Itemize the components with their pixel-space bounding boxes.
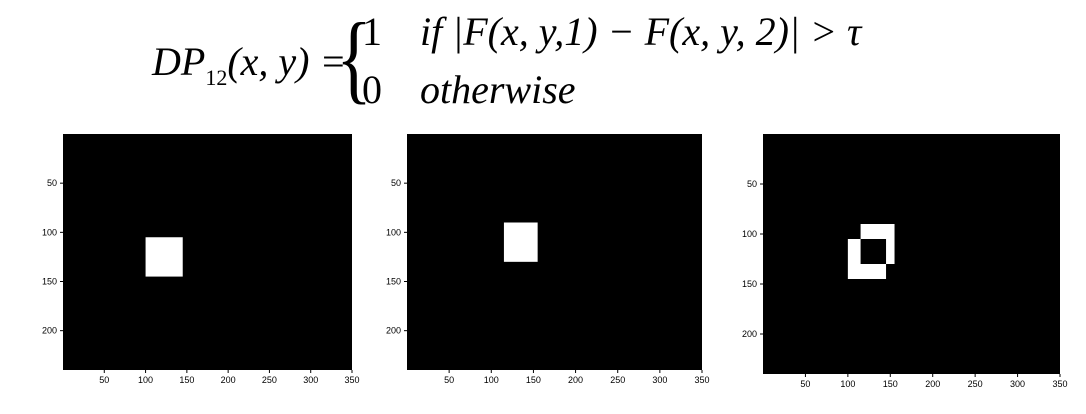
x-tick-label: 150 xyxy=(179,375,194,385)
formula-lhs: DP12(x, y) = xyxy=(152,38,347,90)
x-tick-label: 150 xyxy=(526,375,541,385)
x-tick-label: 100 xyxy=(840,379,855,389)
white-region xyxy=(503,222,538,262)
case-2-condition: otherwise xyxy=(420,67,576,112)
y-tick-label: 100 xyxy=(386,227,401,237)
y-tick-label: 100 xyxy=(742,229,757,239)
x-tick-label: 200 xyxy=(568,375,583,385)
case-1-condition: if |F(x, y,1) − F(x, y, 2)| > τ xyxy=(420,9,862,54)
formula-lhs-subscript: 12 xyxy=(205,65,228,90)
x-tick-label: 350 xyxy=(694,375,709,385)
formula-lhs-main: DP xyxy=(152,39,206,84)
image-background xyxy=(763,134,1060,374)
formula-lhs-args: (x, y) = xyxy=(227,39,347,84)
difference-panel: 50 100 150 200 250 300 350 50 100 150 200 xyxy=(742,134,1068,389)
x-tick-label: 350 xyxy=(344,375,359,385)
frame-panel-2: 50 100 150 200 250 300 350 50 100 150 200 xyxy=(386,134,710,385)
y-tick-label: 200 xyxy=(42,326,57,336)
frame-panel-1: 50 100 150 200 250 300 350 50 100 150 200 xyxy=(42,134,360,385)
image-background xyxy=(407,134,702,370)
x-tick-label: 100 xyxy=(484,375,499,385)
x-tick-label: 50 xyxy=(800,379,810,389)
x-tick-label: 200 xyxy=(925,379,940,389)
y-tick-label: 100 xyxy=(42,227,57,237)
white-region xyxy=(145,237,183,277)
x-tick-label: 300 xyxy=(303,375,318,385)
formula-brace: { xyxy=(336,2,372,113)
black-region xyxy=(860,239,887,264)
y-tick-label: 200 xyxy=(742,329,757,339)
image-background xyxy=(63,134,352,370)
case-2-value: 0 xyxy=(362,67,382,112)
formula-case-1: 1 if |F(x, y,1) − F(x, y, 2)| > τ xyxy=(362,8,861,55)
y-tick-label: 50 xyxy=(391,178,401,188)
x-tick-label: 150 xyxy=(883,379,898,389)
difference-formula: DP12(x, y) = { 1 if |F(x, y,1) − F(x, y, … xyxy=(0,0,1086,120)
formula-case-2: 0 otherwise xyxy=(362,66,576,113)
x-tick-label: 300 xyxy=(1010,379,1025,389)
x-tick-label: 250 xyxy=(262,375,277,385)
x-tick-label: 250 xyxy=(610,375,625,385)
x-tick-label: 200 xyxy=(221,375,236,385)
x-tick-label: 50 xyxy=(99,375,109,385)
y-tick-label: 200 xyxy=(386,326,401,336)
y-tick-label: 150 xyxy=(42,277,57,287)
y-tick-label: 50 xyxy=(747,179,757,189)
x-tick-label: 50 xyxy=(444,375,454,385)
y-tick-label: 150 xyxy=(742,279,757,289)
x-tick-label: 250 xyxy=(968,379,983,389)
case-1-value: 1 xyxy=(362,9,382,54)
y-tick-label: 50 xyxy=(47,178,57,188)
x-tick-label: 300 xyxy=(652,375,667,385)
y-tick-label: 150 xyxy=(386,277,401,287)
x-tick-label: 350 xyxy=(1052,379,1067,389)
x-tick-label: 100 xyxy=(138,375,153,385)
